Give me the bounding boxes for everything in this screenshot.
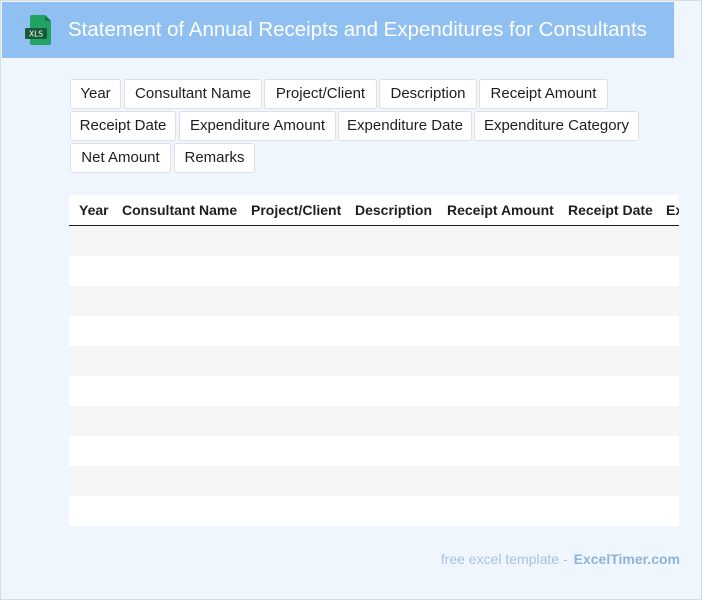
table-header: Year Consultant Name Project/Client Desc… — [69, 195, 679, 226]
chip-net-amount[interactable]: Net Amount — [70, 143, 171, 173]
column-header-receipt-date[interactable]: Receipt Date — [568, 202, 653, 218]
page-title: Statement of Annual Receipts and Expendi… — [68, 18, 647, 41]
footer-credit: free excel template - ExcelTimer.com — [441, 551, 680, 567]
header-bar: XLS Statement of Annual Receipts and Exp… — [2, 2, 674, 58]
footer-brand-link[interactable]: ExcelTimer.com — [573, 551, 680, 567]
xls-icon-label: XLS — [29, 30, 43, 39]
table-row[interactable] — [69, 286, 679, 316]
column-header-expenditure-amount[interactable]: Expenditure Amount — [666, 202, 679, 218]
table-row[interactable] — [69, 256, 679, 286]
column-header-project-client[interactable]: Project/Client — [251, 202, 342, 218]
column-header-receipt-amount[interactable]: Receipt Amount — [447, 202, 554, 218]
table-row[interactable] — [69, 436, 679, 466]
xls-file-icon: XLS — [25, 15, 51, 45]
footer-text: free excel template - — [440, 551, 568, 567]
table-row[interactable] — [69, 466, 679, 496]
chip-remarks[interactable]: Remarks — [174, 143, 255, 173]
chip-year[interactable]: Year — [70, 79, 121, 109]
column-header-description[interactable]: Description — [355, 202, 433, 218]
chip-expenditure-amount[interactable]: Expenditure Amount — [179, 111, 336, 141]
chip-receipt-date[interactable]: Receipt Date — [70, 111, 176, 141]
table-row[interactable] — [69, 316, 679, 346]
column-header-consultant-name[interactable]: Consultant Name — [122, 202, 238, 218]
table-row[interactable] — [69, 496, 679, 526]
table-row[interactable] — [69, 346, 679, 376]
chip-expenditure-date[interactable]: Expenditure Date — [338, 111, 472, 141]
column-header-year[interactable]: Year — [79, 202, 109, 218]
table-row[interactable] — [69, 376, 679, 406]
chip-expenditure-category[interactable]: Expenditure Category — [474, 111, 639, 141]
chip-description[interactable]: Description — [379, 79, 477, 109]
table-row[interactable] — [69, 406, 679, 436]
chip-receipt-amount[interactable]: Receipt Amount — [479, 79, 608, 109]
table-row[interactable] — [69, 226, 679, 256]
data-table: Year Consultant Name Project/Client Desc… — [69, 195, 679, 526]
chip-consultant-name[interactable]: Consultant Name — [124, 79, 262, 109]
chip-project-client[interactable]: Project/Client — [264, 79, 377, 109]
